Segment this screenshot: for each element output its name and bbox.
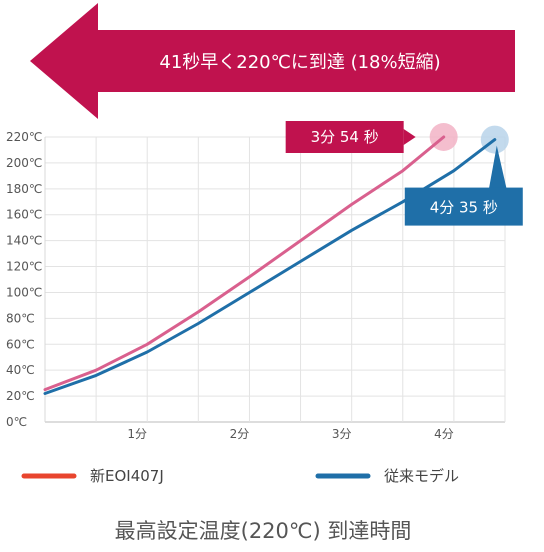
x-axis: 1分 2分 3分 4分	[127, 427, 453, 441]
y-tick-label: 200℃	[6, 156, 42, 170]
callouts: 3分 54 秒 4分 35 秒	[285, 121, 523, 226]
y-tick-label: 20℃	[6, 389, 35, 403]
legend-label: 従来モデル	[384, 467, 459, 485]
y-tick-label: 80℃	[6, 311, 35, 325]
y-tick-label: 60℃	[6, 337, 35, 351]
x-tick-label: 1分	[127, 427, 147, 441]
grid	[44, 136, 506, 423]
banner-arrow	[30, 3, 515, 119]
callout-label: 4分 35 秒	[430, 199, 498, 217]
series-layer	[43, 123, 509, 395]
y-tick-label: 0℃	[6, 415, 27, 429]
y-tick-label: 40℃	[6, 363, 35, 377]
callout-pointer	[403, 129, 416, 145]
callout-label: 3分 54 秒	[311, 128, 379, 146]
callout-pointer	[488, 145, 507, 190]
y-tick-label: 160℃	[6, 208, 42, 222]
legend: 新EOI407J 従来モデル	[21, 467, 459, 485]
x-tick-label: 4分	[434, 427, 454, 441]
y-tick-label: 220℃	[6, 130, 42, 144]
legend-label: 新EOI407J	[90, 467, 164, 485]
y-tick-label: 100℃	[6, 285, 42, 299]
callout-box	[404, 187, 523, 226]
series-line	[43, 138, 497, 395]
x-tick-label: 2分	[230, 427, 250, 441]
banner-text: 41秒早く220℃に到達 (18%短縮)	[159, 52, 440, 73]
y-tick-label: 120℃	[6, 260, 42, 274]
callout-box	[285, 121, 404, 153]
y-axis: 0℃ 20℃ 40℃ 60℃ 80℃ 100℃ 120℃ 140℃ 160℃ 180℃ 200℃ 22…	[6, 130, 42, 429]
y-tick-label: 180℃	[6, 182, 42, 196]
series-line	[43, 135, 446, 392]
y-tick-label: 140℃	[6, 234, 42, 248]
x-tick-label: 3分	[332, 427, 352, 441]
x-axis-title: 最高設定温度(220℃) 到達時間	[115, 519, 412, 543]
